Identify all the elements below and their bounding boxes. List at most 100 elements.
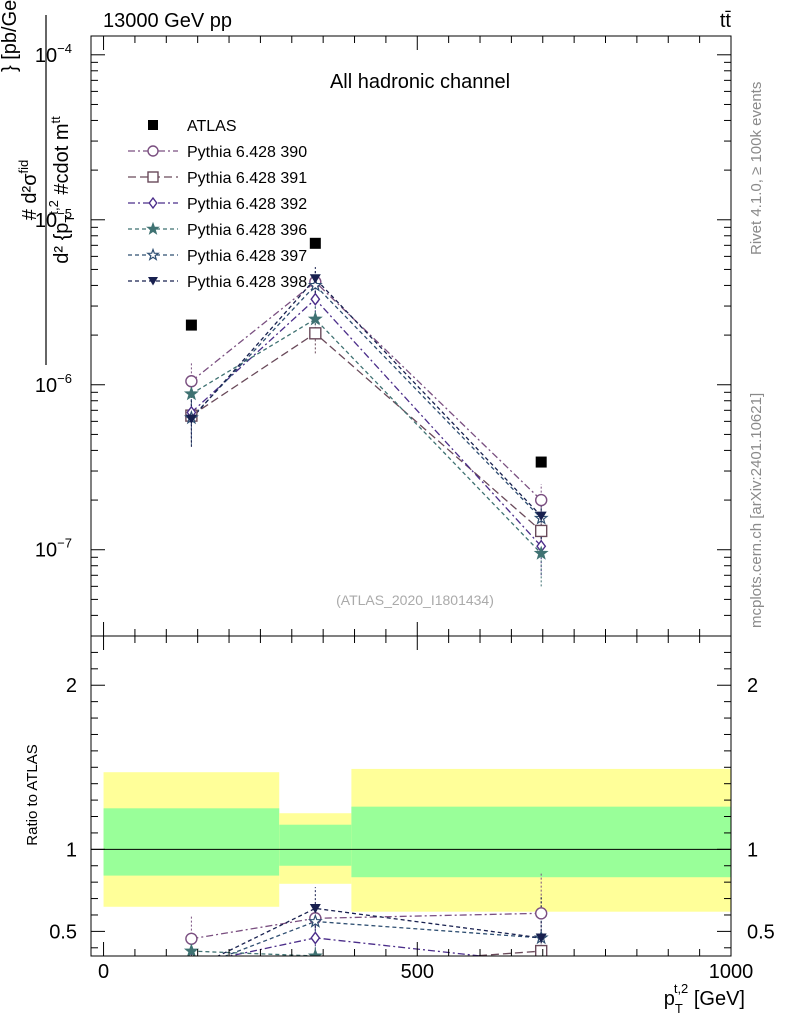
ytick-mantissa: 10 (35, 540, 57, 562)
legend-label-0: ATLAS (187, 118, 237, 135)
legend-marker-2 (147, 171, 159, 183)
mcplots-label: mcplots.cern.ch [arXiv:2401.10621] (748, 393, 765, 628)
main-ytick-label-1: 10−6 (35, 371, 72, 397)
ratio-ytick-label-right-2: 2 (747, 675, 758, 697)
ratio-ytick-label-left-0: 0.5 (49, 921, 77, 943)
legend-label-2: Pythia 6.428 391 (187, 170, 307, 187)
ratio-band-green-1 (279, 824, 352, 866)
ratio-point-5-2 (535, 933, 547, 943)
x-tick-label-1: 500 (401, 961, 434, 983)
ratio-ytick-label-left-1: 1 (66, 839, 77, 861)
ratio-point-0-0 (185, 932, 198, 945)
main-point-4-2 (533, 545, 549, 560)
main-point-2-2 (534, 524, 548, 538)
main-ytick-label-3: 10−4 (35, 41, 72, 67)
ratio-band-green-0 (103, 808, 280, 876)
y-label-denominator: d² {p (51, 223, 73, 264)
main-point-6-2 (535, 511, 547, 522)
main-point-6-1 (309, 274, 321, 284)
ratio-point-5-0 (186, 965, 197, 974)
main-x-axis (103, 36, 732, 636)
ratio-point-3-2 (535, 961, 547, 972)
ratio-point-2-1 (310, 931, 321, 945)
ratio-point-1-2 (534, 944, 548, 956)
ytick-exponent: −6 (57, 371, 72, 386)
ratio-point-3-1 (307, 948, 323, 956)
x-tick-label-2: 1000 (709, 961, 754, 983)
main-point-4-1 (307, 311, 323, 326)
x-label-sup: t,2 (674, 981, 688, 996)
ratio-uncertainty-bands (103, 768, 731, 912)
legend-label-5: Pythia 6.428 397 (187, 248, 307, 265)
y-label-numerator: # d²σ (19, 173, 41, 220)
main-point-1-2 (534, 493, 548, 507)
ratio-ytick-label-right-1: 1 (747, 839, 758, 861)
ratio-line-2 (226, 937, 487, 956)
ratio-point-0-2 (534, 907, 548, 920)
ratio-ytick-label-left-2: 2 (66, 675, 77, 697)
ratio-point-2-2 (541, 955, 542, 956)
x-label-unit: [GeV] (688, 988, 745, 1010)
ratio-point-1-1 (310, 962, 321, 973)
main-panel: 10−710−610−510−4 All hadronic channel (A… (35, 35, 732, 637)
ratio-y-axis: 0.5 0.5 1 1 2 2 (49, 635, 775, 949)
legend-marker-3 (148, 196, 158, 210)
ratio-line-0 (191, 912, 542, 940)
ytick-exponent: −5 (57, 206, 72, 221)
main-line-6 (190, 277, 542, 517)
legend: ATLAS Pythia 6.428 390 Pythia 6.428 391 Pyt… (128, 118, 307, 291)
ratio-line-4 (223, 920, 542, 956)
legend-label-3: Pythia 6.428 392 (187, 196, 307, 213)
x-label-sub: T (675, 1001, 683, 1016)
ratio-line-3 (191, 950, 329, 956)
ytick-mantissa: 10 (35, 375, 57, 397)
header-process-label: tt̄ (720, 10, 732, 32)
main-line-5 (190, 284, 542, 519)
main-point-2-1 (309, 327, 322, 340)
x-label-base: p (664, 988, 675, 1010)
ratio-frame (90, 635, 732, 957)
svg-text:# d²σfid: # d²σfid (16, 160, 41, 221)
ratio-point-1-0 (186, 962, 197, 973)
ytick-exponent: −4 (57, 41, 72, 56)
main-line-2 (191, 332, 542, 532)
header-energy-label: 13000 GeV pp (103, 10, 232, 32)
legend-marker-0 (148, 120, 158, 130)
main-series-lines (190, 277, 542, 554)
svg-text:d² {pTt,2 #cdot mtt: d² {pTt,2 #cdot mtt (46, 116, 77, 264)
main-markers (183, 237, 549, 560)
rivet-version-label: Rivet 4.1.0, ≥ 100k events (748, 82, 765, 255)
ratio-point-2-0 (187, 959, 195, 970)
ratio-y-axis-label: Ratio to ATLAS (24, 744, 41, 845)
main-y-axis-label: # d²σfid d² {pTt,2 #cdot mtt } [pb/GeV²] (0, 0, 77, 365)
main-y-axis: 10−710−610−510−4 (35, 41, 731, 637)
legend-label-4: Pythia 6.428 396 (187, 222, 307, 239)
main-line-3 (190, 298, 542, 547)
y-label-denominator-tail-sup: tt (48, 116, 63, 124)
y-label-unit: } [pb/GeV²] (0, 0, 21, 72)
legend-marker-6 (148, 277, 158, 286)
ratio-point-3-0 (183, 943, 199, 956)
main-ytick-label-0: 10−7 (35, 536, 72, 562)
legend-marker-5 (146, 247, 160, 261)
x-tick-label-0: 0 (98, 961, 109, 983)
main-point-1-0 (185, 375, 198, 388)
main-point-0-0 (185, 319, 197, 331)
ratio-point-4-1 (307, 913, 323, 928)
y-label-denominator-tail: #cdot m (51, 123, 73, 200)
legend-marker-4 (146, 221, 160, 235)
legend-label-6: Pythia 6.428 398 (187, 274, 307, 291)
x-axis-label: pTt,2 [GeV] (664, 981, 745, 1016)
main-point-5-1 (307, 277, 323, 292)
analysis-watermark: (ATLAS_2020_I1801434) (336, 592, 494, 608)
y-label-numerator-sup: fid (16, 160, 31, 174)
main-point-6-0 (185, 414, 197, 424)
ratio-x-axis: 0 500 1000 (98, 636, 753, 983)
ratio-point-4-0 (186, 963, 198, 974)
legend-label-1: Pythia 6.428 390 (187, 144, 307, 161)
main-point-4-0 (183, 386, 199, 401)
ratio-panel: 0.5 0.5 1 1 2 2 0 500 1000 (49, 635, 775, 983)
main-point-0-2 (535, 456, 547, 468)
ratio-point-5-1 (309, 904, 321, 914)
